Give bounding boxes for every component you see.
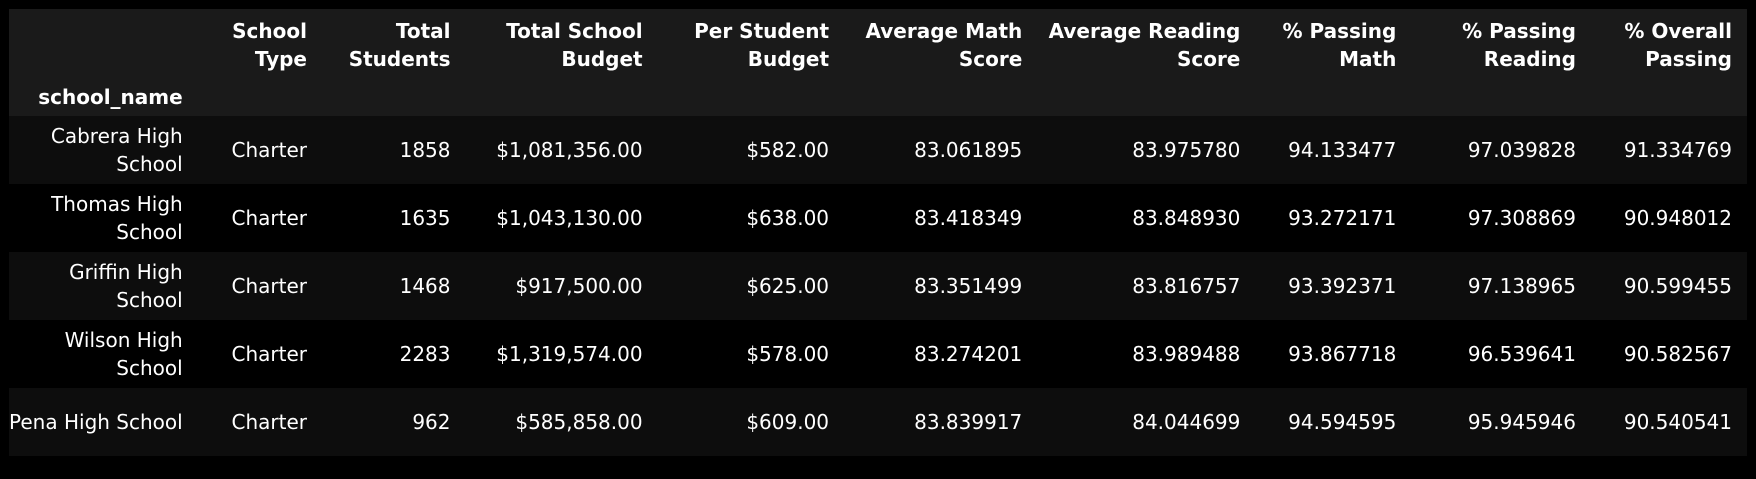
- cell-percent-overall-passing: 90.599455: [1623, 274, 1732, 298]
- cell-percent-passing-reading: 97.039828: [1467, 138, 1576, 162]
- cell-average-math-score: 83.839917: [914, 410, 1023, 434]
- index-name-header: school_name: [38, 84, 183, 109]
- cell-percent-overall-passing: 90.540541: [1623, 410, 1732, 434]
- cell-per-student-budget: $578.00: [746, 342, 830, 366]
- cell-average-reading-score: 83.816757: [1132, 274, 1241, 298]
- dataframe-output: School Type Total Students Total School …: [9, 9, 1747, 456]
- cell-total-students: 2283: [399, 342, 451, 366]
- cell-percent-overall-passing: 90.948012: [1623, 206, 1732, 230]
- cell-per-student-budget: $625.00: [746, 274, 830, 298]
- column-header-total-students: Total Students: [348, 19, 451, 71]
- cell-average-reading-score: 83.848930: [1132, 206, 1241, 230]
- table-row: Pena High School Charter 962 $585,858.00…: [9, 388, 1747, 456]
- column-header-percent-passing-math: % Passing Math: [1282, 19, 1397, 71]
- row-index-school-name: Griffin High School: [69, 260, 183, 312]
- cell-percent-passing-math: 93.272171: [1288, 206, 1397, 230]
- cell-average-math-score: 83.274201: [914, 342, 1023, 366]
- column-header-total-school-budget: Total School Budget: [506, 19, 643, 71]
- cell-total-school-budget: $917,500.00: [515, 274, 643, 298]
- table-row: Griffin High School Charter 1468 $917,50…: [9, 252, 1747, 320]
- cell-total-school-budget: $1,319,574.00: [496, 342, 643, 366]
- cell-percent-passing-math: 93.392371: [1288, 274, 1397, 298]
- cell-per-student-budget: $582.00: [746, 138, 830, 162]
- cell-average-math-score: 83.061895: [914, 138, 1023, 162]
- cell-school-type: Charter: [231, 274, 308, 298]
- cell-average-reading-score: 83.975780: [1132, 138, 1241, 162]
- cell-school-type: Charter: [231, 342, 308, 366]
- cell-total-school-budget: $585,858.00: [515, 410, 643, 434]
- cell-per-student-budget: $609.00: [746, 410, 830, 434]
- cell-average-reading-score: 84.044699: [1132, 410, 1241, 434]
- cell-total-school-budget: $1,043,130.00: [496, 206, 643, 230]
- column-header-percent-passing-reading: % Passing Reading: [1462, 19, 1576, 71]
- cell-percent-passing-reading: 96.539641: [1467, 342, 1576, 366]
- cell-percent-passing-math: 94.594595: [1288, 410, 1397, 434]
- index-header-row: school_name: [9, 77, 1747, 116]
- cell-percent-passing-reading: 95.945946: [1467, 410, 1576, 434]
- cell-percent-overall-passing: 91.334769: [1623, 138, 1732, 162]
- cell-total-students: 962: [412, 410, 451, 434]
- row-index-school-name: Pena High School: [9, 410, 183, 434]
- column-header-row: School Type Total Students Total School …: [9, 9, 1747, 77]
- cell-school-type: Charter: [231, 206, 308, 230]
- school-summary-table: School Type Total Students Total School …: [9, 9, 1747, 456]
- table-row: Thomas High School Charter 1635 $1,043,1…: [9, 184, 1747, 252]
- row-index-school-name: Thomas High School: [51, 192, 183, 244]
- cell-per-student-budget: $638.00: [746, 206, 830, 230]
- column-header-percent-overall-passing: % Overall Passing: [1624, 19, 1732, 71]
- cell-average-math-score: 83.351499: [914, 274, 1023, 298]
- column-header-average-reading-score: Average Reading Score: [1048, 19, 1241, 71]
- cell-total-students: 1635: [399, 206, 451, 230]
- row-index-school-name: Cabrera High School: [50, 124, 183, 176]
- column-header-school-type: School Type: [232, 19, 307, 71]
- cell-percent-passing-math: 93.867718: [1288, 342, 1397, 366]
- cell-percent-passing-reading: 97.138965: [1467, 274, 1576, 298]
- table-row: Cabrera High School Charter 1858 $1,081,…: [9, 116, 1747, 184]
- cell-percent-overall-passing: 90.582567: [1623, 342, 1732, 366]
- column-header-per-student-budget: Per Student Budget: [694, 19, 830, 71]
- cell-average-reading-score: 83.989488: [1132, 342, 1241, 366]
- corner-header-cell: [9, 9, 198, 77]
- cell-school-type: Charter: [231, 410, 308, 434]
- column-header-average-math-score: Average Math Score: [865, 19, 1023, 71]
- cell-percent-passing-reading: 97.308869: [1467, 206, 1576, 230]
- cell-total-students: 1858: [399, 138, 451, 162]
- table-row: Wilson High School Charter 2283 $1,319,5…: [9, 320, 1747, 388]
- cell-average-math-score: 83.418349: [914, 206, 1023, 230]
- cell-school-type: Charter: [231, 138, 308, 162]
- cell-total-school-budget: $1,081,356.00: [496, 138, 643, 162]
- cell-percent-passing-math: 94.133477: [1288, 138, 1397, 162]
- row-index-school-name: Wilson High School: [64, 328, 183, 380]
- cell-total-students: 1468: [399, 274, 451, 298]
